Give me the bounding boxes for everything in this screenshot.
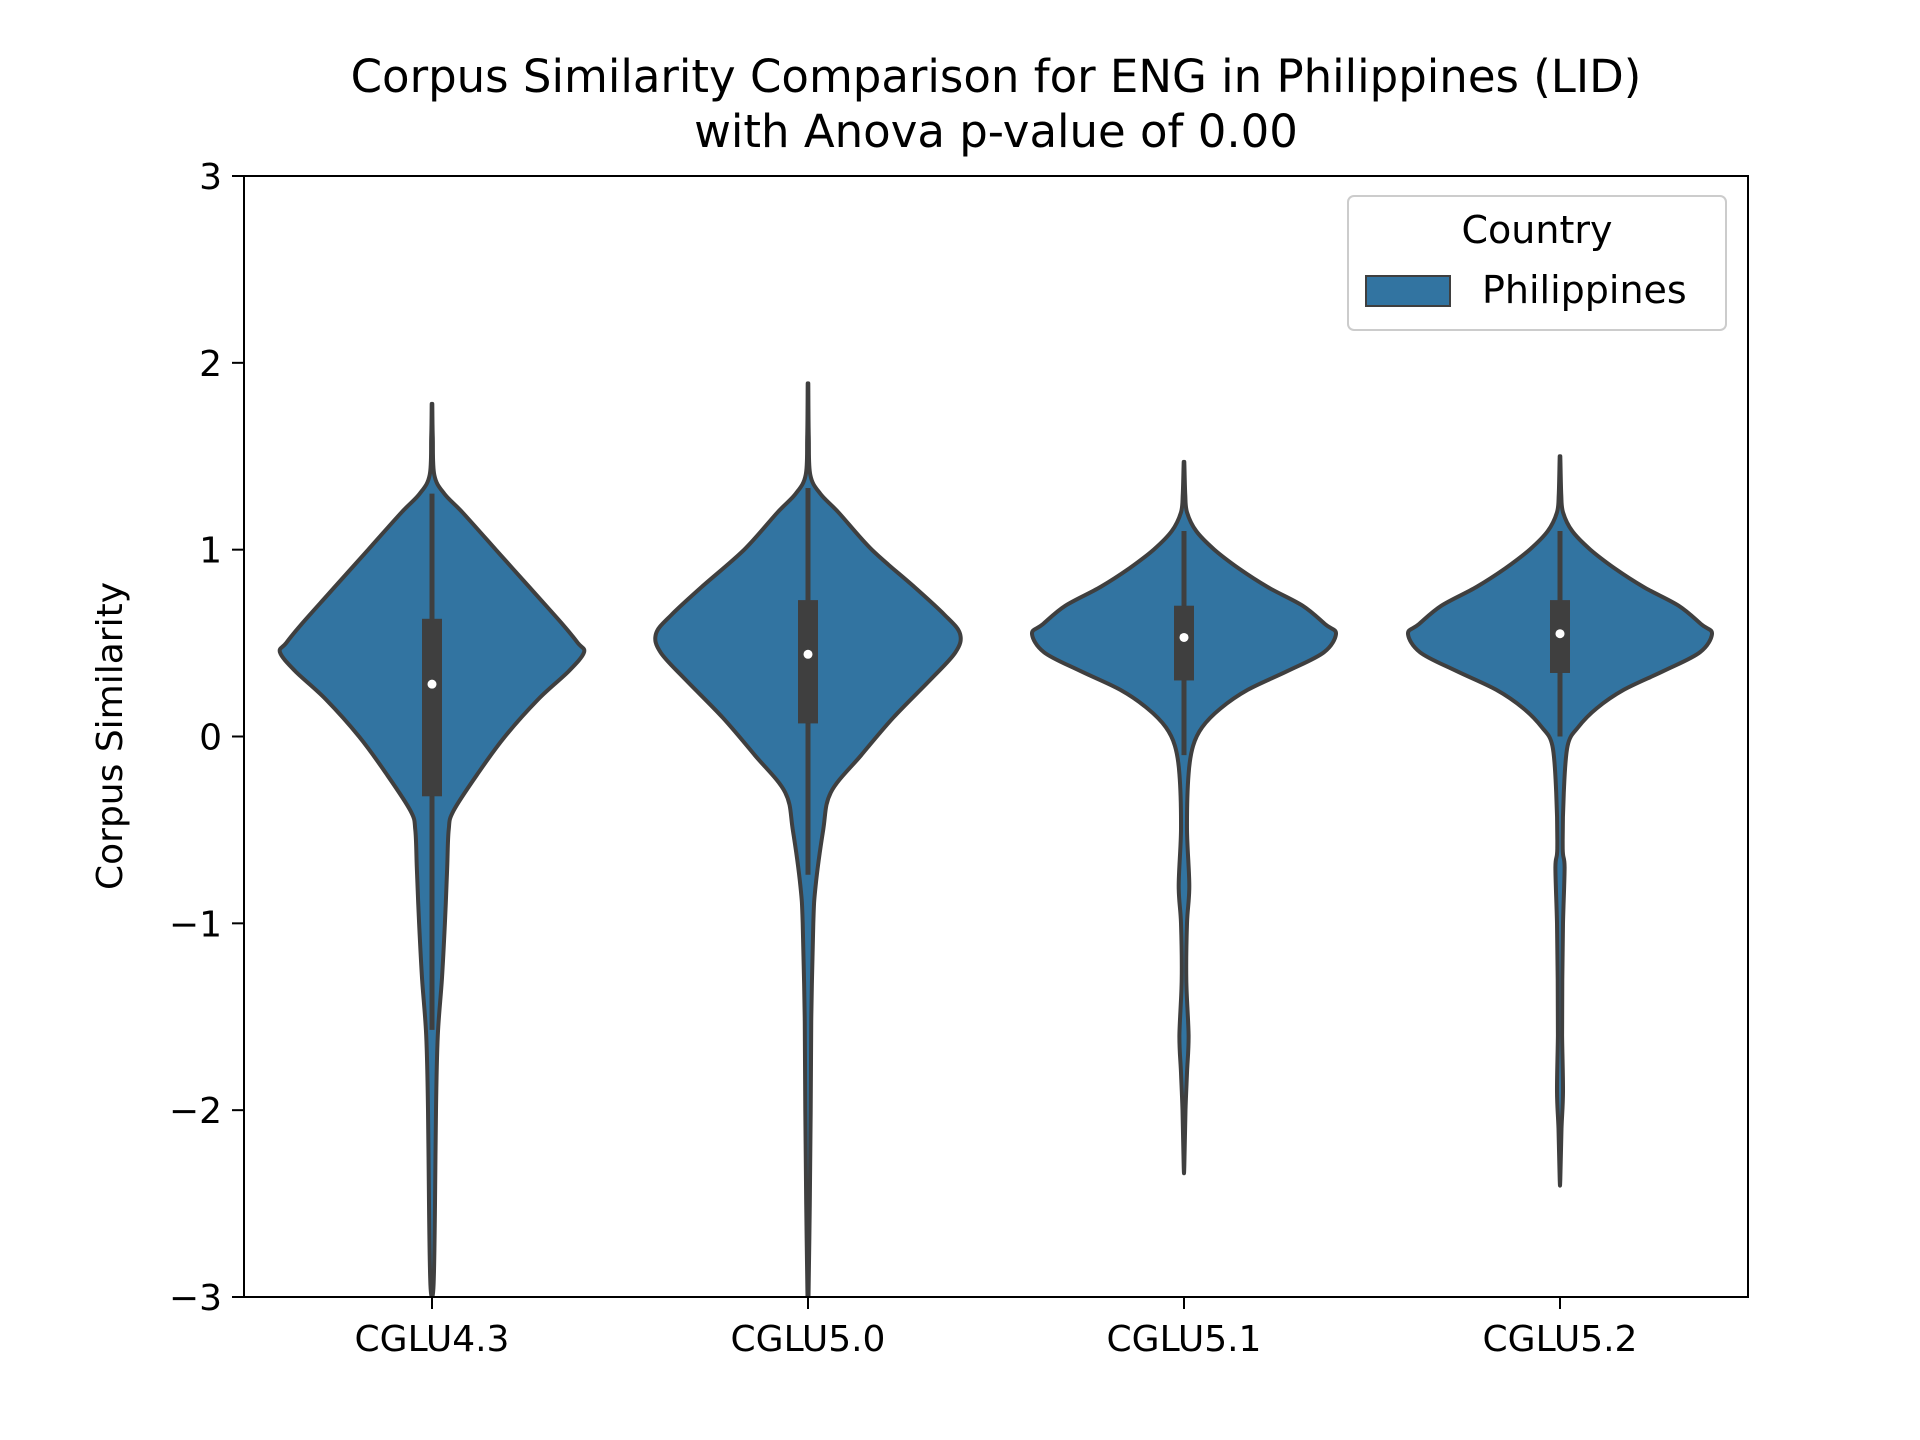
violin-median-point (803, 649, 813, 659)
x-tick-label: CGLU4.3 (355, 1319, 510, 1360)
violin-body (1406, 454, 1714, 1188)
y-axis-label: Corpus Similarity (90, 582, 131, 890)
violin-median-point (1555, 629, 1565, 639)
plot-frame (243, 175, 1749, 1298)
legend-swatch-philippines (1365, 275, 1451, 307)
x-tick-label: CGLU5.2 (1483, 1319, 1638, 1360)
legend-label-philippines: Philippines (1482, 268, 1687, 312)
violin-median-point (427, 679, 437, 689)
violins-layer (277, 381, 1714, 1297)
violin-iqr-box (422, 618, 442, 797)
ticks-layer: −3 −2 −1 0 1 2 3 CGLU4.3 CGLU5.0 CGLU5.1 CGLU5.2 (169, 157, 1638, 1360)
x-tick-label: CGLU5.0 (731, 1319, 886, 1360)
y-tick-label: −2 (169, 1091, 222, 1132)
violin-body (1030, 459, 1338, 1176)
violin-median-point (1179, 632, 1189, 642)
legend-title: Country (1462, 208, 1613, 252)
chart-title-line1: Corpus Similarity Comparison for ENG in … (351, 50, 1642, 103)
y-tick-label: 2 (199, 344, 222, 385)
y-tick-label: 0 (199, 718, 222, 759)
y-tick-label: −1 (169, 904, 222, 945)
violin-iqr-box (798, 600, 818, 724)
violin-iqr-box (1174, 605, 1194, 681)
y-tick-label: −3 (169, 1278, 222, 1319)
y-tick-label: 1 (199, 531, 222, 572)
y-tick-label: 3 (199, 157, 222, 198)
x-tick-label: CGLU5.1 (1107, 1319, 1262, 1360)
violins-group (277, 381, 1714, 1297)
legend: Country Philippines (1347, 195, 1727, 331)
chart-title-line2: with Anova p-value of 0.00 (694, 105, 1298, 158)
